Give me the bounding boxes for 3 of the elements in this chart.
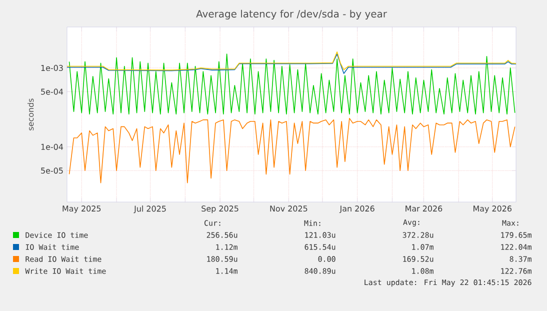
chart-title: Average latency for /dev/sda - by year (196, 10, 387, 20)
line-series (68, 118, 516, 184)
line-series (68, 54, 516, 114)
